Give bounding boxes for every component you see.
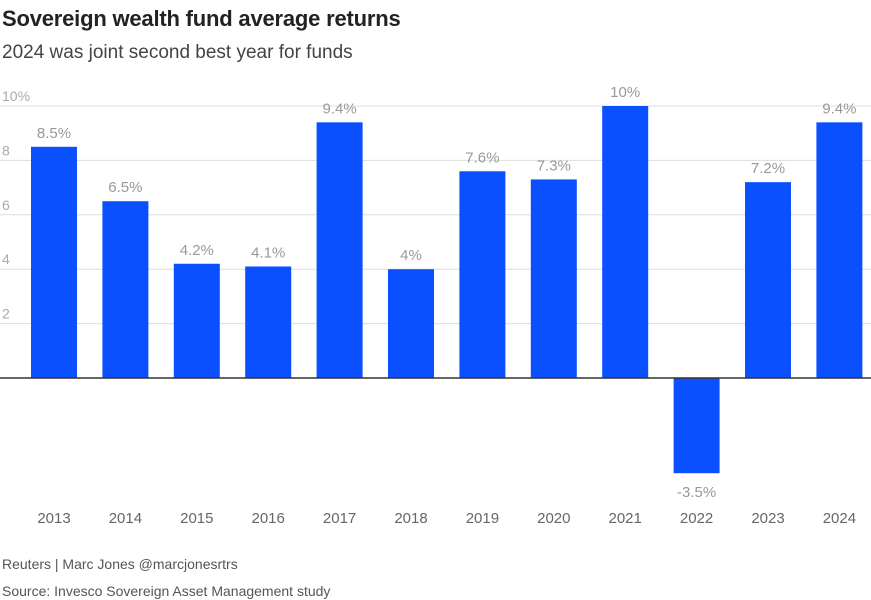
bars <box>31 106 863 474</box>
bar-2013 <box>31 146 77 378</box>
data-label-2015: 4.2% <box>180 242 214 259</box>
y-tick-label: 8 <box>2 142 10 158</box>
x-tick-label-2013: 2013 <box>37 510 70 527</box>
data-label-2024: 9.4% <box>822 100 856 117</box>
x-tick-label-2018: 2018 <box>394 510 427 527</box>
bar-2018 <box>388 269 434 378</box>
bar-2014 <box>102 201 149 378</box>
data-label-2022: -3.5% <box>677 484 716 501</box>
x-tick-label-2014: 2014 <box>109 510 142 527</box>
bar-2020 <box>530 179 577 378</box>
y-tick-label: 4 <box>2 251 10 267</box>
data-label-2023: 7.2% <box>751 160 785 177</box>
data-label-2017: 9.4% <box>322 100 356 117</box>
x-tick-label-2019: 2019 <box>466 510 499 527</box>
data-label-2019: 7.6% <box>465 149 499 166</box>
x-tick-label-2024: 2024 <box>823 510 856 527</box>
x-tick-label-2021: 2021 <box>609 510 642 527</box>
data-label-2014: 6.5% <box>108 179 142 196</box>
data-label-2013: 8.5% <box>37 125 71 142</box>
bar-2017 <box>316 122 363 378</box>
data-label-2021: 10% <box>610 84 640 101</box>
x-tick-label-2020: 2020 <box>537 510 570 527</box>
y-tick-labels: 2 4 6 8 10% <box>2 88 30 322</box>
chart-title: Sovereign wealth fund average returns <box>2 6 401 31</box>
bar-2024 <box>816 122 863 378</box>
bar-2016 <box>245 266 292 378</box>
x-tick-labels: 2013 2014 2015 2016 2017 2018 2019 2020 2021 2022… <box>37 510 856 527</box>
y-tick-label: 2 <box>2 306 10 322</box>
x-tick-label-2016: 2016 <box>252 510 285 527</box>
chart-subtitle: 2024 was joint second best year for fund… <box>2 42 353 63</box>
data-label-2016: 4.1% <box>251 244 285 261</box>
x-tick-label-2022: 2022 <box>680 510 713 527</box>
bar-2023 <box>745 182 791 378</box>
x-tick-label-2023: 2023 <box>751 510 784 527</box>
x-tick-label-2015: 2015 <box>180 510 213 527</box>
bar-2021 <box>602 106 649 378</box>
x-tick-label-2017: 2017 <box>323 510 356 527</box>
credit-line: Reuters | Marc Jones @marcjonesrtrs <box>2 556 238 572</box>
data-label-2018: 4% <box>400 247 422 264</box>
y-tick-label: 10% <box>2 88 30 104</box>
bar-2015 <box>173 263 220 378</box>
data-label-2020: 7.3% <box>537 157 571 174</box>
bar-2022 <box>673 378 720 474</box>
y-tick-label: 6 <box>2 197 10 213</box>
bar-2019 <box>459 171 506 378</box>
data-labels: 8.5% 6.5% 4.2% 4.1% 9.4% 4% 7.6% 7.3% 10% -3.5% 7.… <box>37 84 857 501</box>
source-line: Source: Invesco Sovereign Asset Manageme… <box>2 583 331 599</box>
